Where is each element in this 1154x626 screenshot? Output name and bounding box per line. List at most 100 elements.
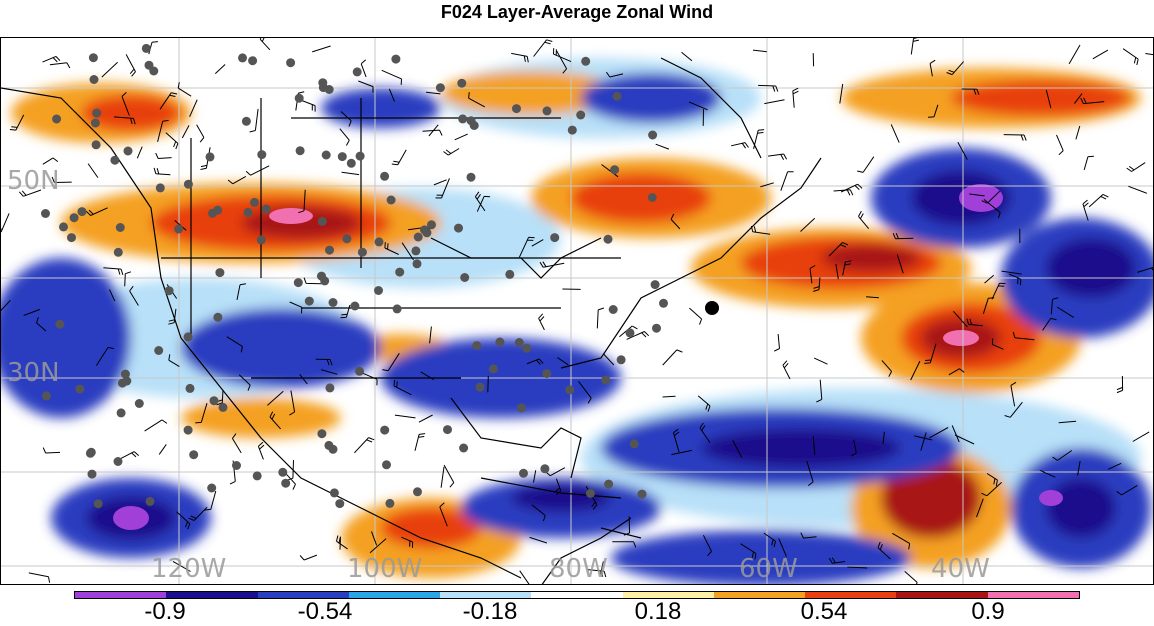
lon-label-100w: 100W <box>347 554 422 584</box>
lon-label-80w: 80W <box>549 554 608 584</box>
station-dot <box>154 346 163 355</box>
wind-barb <box>905 571 918 585</box>
station-dot <box>278 468 287 477</box>
wind-barb <box>102 62 118 77</box>
colorbar <box>74 591 1080 599</box>
station-dot <box>460 273 469 282</box>
station-dot <box>542 369 551 378</box>
station-dot <box>610 165 619 174</box>
station-dot <box>294 278 303 287</box>
station-dot <box>380 172 389 181</box>
wind-barb <box>1076 126 1080 139</box>
station-dot <box>391 55 400 64</box>
wind-barb <box>841 184 862 192</box>
wind-barb <box>300 555 317 560</box>
station-dot <box>305 297 314 306</box>
wind-barb <box>1069 45 1080 64</box>
wind-barb <box>43 158 58 164</box>
wind-barb <box>656 144 669 149</box>
station-dot <box>156 183 165 192</box>
station-dot <box>630 439 639 448</box>
station-dot <box>358 248 367 257</box>
station-dot <box>213 206 222 215</box>
station-dot <box>89 53 98 62</box>
lon-label-40w: 40W <box>931 554 990 584</box>
wind-barb <box>43 448 60 453</box>
station-dot <box>659 299 668 308</box>
station-dot <box>75 385 84 394</box>
station-dot <box>459 444 468 453</box>
station-dot <box>505 270 514 279</box>
wind-barb <box>228 176 246 183</box>
station-dot <box>250 198 259 207</box>
station-dot <box>604 235 613 244</box>
station-dot <box>517 403 526 412</box>
station-dot <box>443 425 452 434</box>
station-dot <box>244 208 253 217</box>
wind-barb <box>689 308 701 325</box>
wind-barb <box>859 211 869 229</box>
station-dot <box>476 383 485 392</box>
station-dot <box>387 196 396 205</box>
wind-barb <box>1128 186 1147 193</box>
station-dot <box>257 150 266 159</box>
station-dot <box>142 44 151 53</box>
wind-barb <box>154 168 170 175</box>
station-dot <box>206 152 215 161</box>
wind-barb <box>1 213 9 232</box>
station-dot <box>395 268 404 277</box>
wind-barb <box>340 129 350 146</box>
wind-barb <box>434 180 447 185</box>
station-dot <box>522 344 531 353</box>
station-dot <box>59 222 68 231</box>
station-dot <box>319 83 328 92</box>
wind-barb <box>415 434 425 451</box>
wind-barb <box>361 60 366 77</box>
wind-barb <box>1133 432 1149 442</box>
station-dot <box>470 121 479 130</box>
station-dot <box>648 193 657 202</box>
station-dot <box>329 298 338 307</box>
wind-barb <box>539 314 545 330</box>
station-dot <box>565 385 574 394</box>
station-dot <box>90 75 99 84</box>
wind-barb <box>258 442 264 459</box>
station-dot <box>380 426 389 435</box>
wind-barb <box>340 537 341 550</box>
station-dot <box>648 131 657 140</box>
station-dot <box>413 487 422 496</box>
wind-barb <box>814 358 827 364</box>
station-dot <box>186 384 195 393</box>
wind-barb <box>444 465 454 487</box>
station-dot <box>411 246 420 255</box>
wind-barb <box>834 190 853 196</box>
lat-label-30n: 30N <box>7 358 60 388</box>
station-dot <box>242 117 251 126</box>
station-dot <box>184 180 193 189</box>
station-dot <box>174 225 183 234</box>
wind-barb <box>663 396 676 397</box>
wind-barb <box>250 109 259 132</box>
station-dot <box>385 499 394 508</box>
station-dot <box>117 408 126 417</box>
wind-barb <box>43 56 61 62</box>
station-dot <box>296 146 305 155</box>
wind-barb <box>1123 49 1138 65</box>
wind-barb <box>488 376 489 392</box>
station-dot <box>318 217 327 226</box>
station-dot <box>540 464 549 473</box>
station-dot <box>121 370 130 379</box>
station-dot <box>454 224 463 233</box>
wind-barb <box>382 70 402 85</box>
station-dot <box>189 450 198 459</box>
wind-barb <box>50 63 70 68</box>
wind-barb <box>178 82 191 96</box>
station-dot <box>350 302 359 311</box>
wind-barb <box>156 153 172 158</box>
station-dot <box>257 235 266 244</box>
wind-barb <box>392 150 406 165</box>
wind-barb <box>190 100 198 117</box>
station-dot <box>393 304 402 313</box>
station-dot <box>67 233 76 242</box>
station-dot <box>114 248 123 257</box>
